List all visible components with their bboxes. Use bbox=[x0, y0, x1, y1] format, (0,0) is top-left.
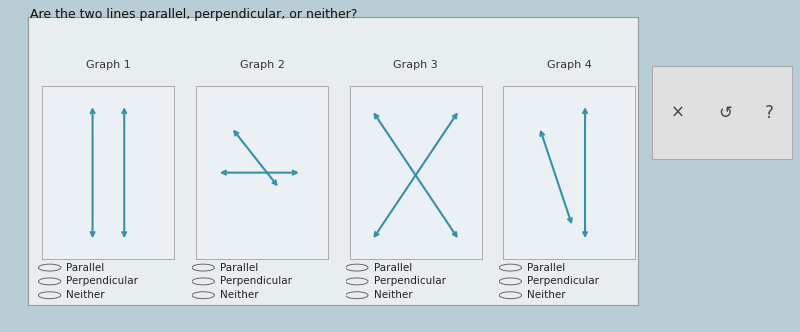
Text: Neither: Neither bbox=[527, 290, 566, 300]
Text: Parallel: Parallel bbox=[374, 263, 412, 273]
Text: Perpendicular: Perpendicular bbox=[527, 277, 599, 287]
Text: Perpendicular: Perpendicular bbox=[220, 277, 292, 287]
Text: Graph 1: Graph 1 bbox=[86, 60, 130, 70]
Text: ↺: ↺ bbox=[718, 104, 732, 122]
Text: ×: × bbox=[670, 104, 684, 122]
Text: Graph 3: Graph 3 bbox=[394, 60, 438, 70]
Text: Graph 2: Graph 2 bbox=[239, 60, 285, 70]
Text: Neither: Neither bbox=[374, 290, 412, 300]
Text: Perpendicular: Perpendicular bbox=[374, 277, 446, 287]
Text: Are the two lines parallel, perpendicular, or neither?: Are the two lines parallel, perpendicula… bbox=[30, 8, 358, 21]
Text: Neither: Neither bbox=[66, 290, 105, 300]
Text: Parallel: Parallel bbox=[66, 263, 105, 273]
Text: ?: ? bbox=[765, 104, 774, 122]
Text: Parallel: Parallel bbox=[527, 263, 566, 273]
Text: Graph 4: Graph 4 bbox=[546, 60, 592, 70]
Text: Perpendicular: Perpendicular bbox=[66, 277, 138, 287]
Text: Parallel: Parallel bbox=[220, 263, 258, 273]
Text: Neither: Neither bbox=[220, 290, 258, 300]
